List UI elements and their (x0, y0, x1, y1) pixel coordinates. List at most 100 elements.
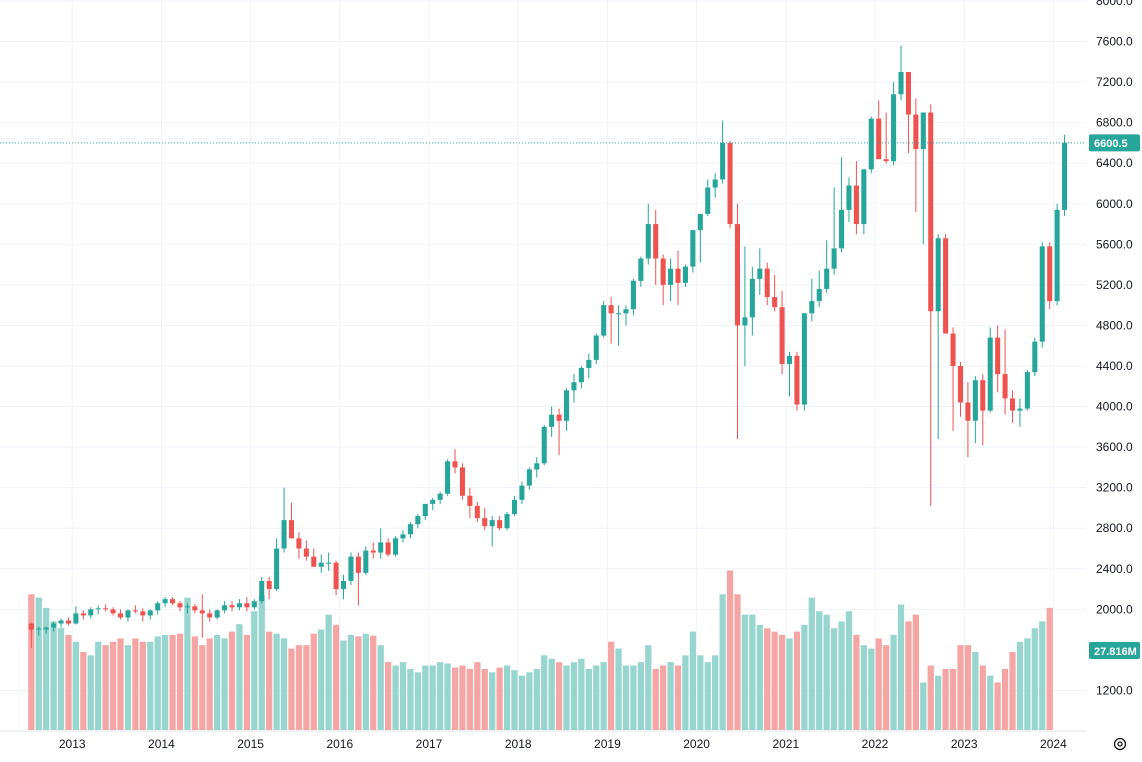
volume-bar (563, 665, 570, 730)
candle (326, 552, 332, 571)
volume-bar (555, 662, 563, 730)
candle (51, 621, 57, 632)
candle-body (28, 623, 34, 630)
candle-body (742, 317, 748, 326)
candle-body (511, 499, 518, 515)
candle-body (385, 542, 391, 555)
candle-body (772, 297, 778, 308)
volume-bar (466, 668, 474, 730)
y-tick-label: 8000.0 (1096, 0, 1133, 8)
candle (601, 301, 607, 338)
volume-bar (489, 672, 496, 730)
candle (534, 457, 540, 478)
candle (28, 622, 34, 648)
volume-bar (630, 665, 637, 730)
volume-bar (414, 672, 421, 730)
candle (103, 604, 109, 612)
candle-body (281, 520, 287, 549)
candle (779, 290, 785, 375)
candle (80, 610, 86, 620)
volume-bar (161, 635, 169, 730)
x-tick-label: 2019 (594, 737, 621, 751)
candle-body (259, 580, 265, 602)
candle (957, 361, 964, 417)
candle-body (950, 333, 956, 366)
volume-bar (786, 638, 793, 730)
volume-bar (726, 570, 734, 730)
candle-body (103, 608, 109, 610)
candle-body (630, 280, 636, 310)
candle (43, 626, 49, 634)
candle (1009, 390, 1016, 423)
volume-bar (578, 658, 585, 730)
volume-bar (622, 665, 630, 730)
price-axis[interactable]: 8000.0 7600.0 7200.0 6800.0 6400.0 6000.0 5600… (1096, 0, 1133, 697)
candle-body (549, 414, 555, 427)
volume-bar (868, 648, 875, 730)
candle (430, 497, 436, 510)
volume-bar (987, 675, 994, 730)
candle (935, 234, 941, 439)
volume-bar (697, 655, 704, 730)
volume-bar (1001, 668, 1009, 730)
volume-bar (935, 675, 942, 730)
volume-bar (883, 645, 890, 730)
candle (995, 325, 1001, 393)
volume-bar (823, 614, 830, 730)
candle-body (571, 382, 577, 391)
volume-bar (645, 645, 652, 730)
candle-body (504, 514, 510, 529)
candle-body (340, 580, 347, 590)
candle (184, 603, 190, 614)
candle (950, 327, 956, 431)
volume-bar (1009, 651, 1016, 730)
candle (73, 606, 79, 625)
candle (132, 605, 138, 614)
y-tick-label: 6000.0 (1096, 197, 1133, 211)
candle (147, 609, 153, 620)
candle-body (355, 556, 361, 573)
volume-bar (258, 595, 265, 730)
volume-bar (340, 640, 347, 730)
candle (772, 274, 778, 312)
candle (199, 594, 205, 638)
candle (905, 71, 911, 154)
candle (192, 604, 198, 614)
volume-bar (451, 667, 459, 730)
volume-bar (392, 665, 399, 730)
y-tick-label: 2000.0 (1096, 602, 1133, 616)
volume-bar (912, 614, 920, 730)
volume-bar (890, 635, 897, 730)
candle (1062, 134, 1068, 216)
candle-body (430, 499, 436, 504)
volume-bar (117, 638, 124, 730)
time-axis[interactable]: 2013 2014 2015 2016 2017 2018 2019 2020 2021 2022… (59, 737, 1067, 751)
candle-body (638, 258, 644, 281)
candle (720, 120, 726, 184)
volume-bar (994, 682, 1001, 730)
candle (742, 246, 748, 366)
candle-body (995, 337, 1001, 375)
volume-bar (251, 611, 258, 730)
volume-bar (422, 665, 429, 730)
volume-bar (310, 633, 317, 730)
candle-body (445, 461, 451, 494)
candle (578, 366, 584, 389)
volume-bar (660, 665, 667, 730)
candle-body (452, 461, 458, 468)
volume-bar (384, 662, 392, 730)
volume-bar (942, 668, 949, 730)
candle (281, 487, 287, 553)
candle-body (125, 610, 131, 618)
candle (1032, 337, 1038, 377)
candle (65, 617, 72, 626)
candle-body (526, 469, 532, 486)
settings-gear-icon[interactable] (1113, 737, 1127, 751)
candle-body (734, 224, 741, 326)
candle (177, 601, 183, 612)
volume-bar (370, 635, 377, 730)
candle (712, 173, 718, 198)
x-tick-label: 2016 (326, 737, 353, 751)
candle-body (363, 550, 369, 573)
